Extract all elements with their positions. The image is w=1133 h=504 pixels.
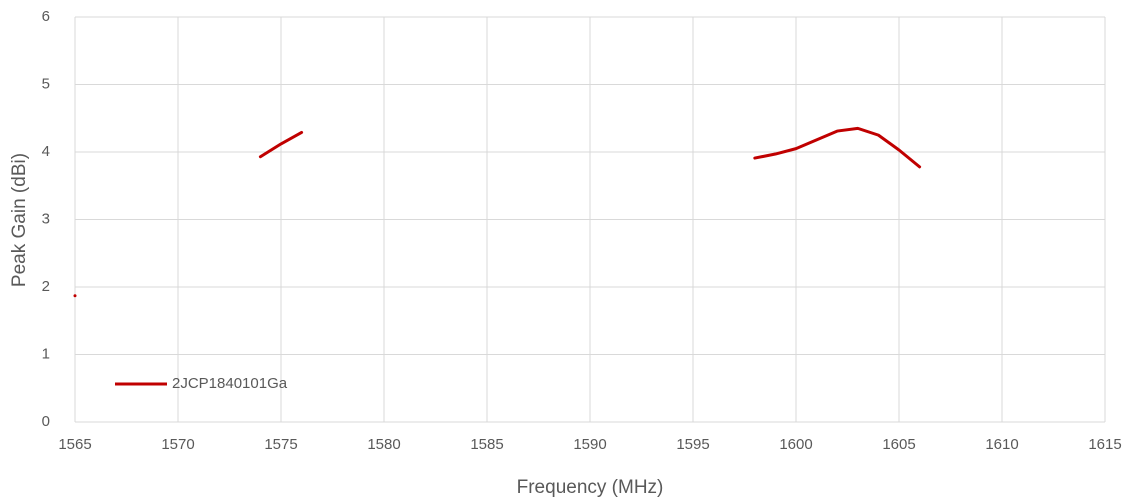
y-tick-label: 6: [42, 8, 50, 25]
x-axis-title: Frequency (MHz): [517, 477, 664, 498]
y-tick-label: 5: [42, 75, 50, 92]
x-tick-label: 1575: [264, 436, 297, 453]
x-tick-label: 1570: [161, 436, 194, 453]
x-tick-label: 1605: [882, 436, 915, 453]
x-tick-label: 1590: [573, 436, 606, 453]
legend-label: 2JCP1840101Ga: [172, 375, 288, 392]
x-tick-label: 1600: [779, 436, 812, 453]
y-tick-label: 0: [42, 413, 50, 430]
y-tick-label: 3: [42, 210, 50, 227]
y-axis-title: Peak Gain (dBi): [9, 153, 30, 287]
data-line: [73, 126, 922, 298]
x-tick-label: 1595: [676, 436, 709, 453]
x-tick-label: 1585: [470, 436, 503, 453]
x-tick-label: 1565: [58, 436, 91, 453]
x-tick-label: 1610: [985, 436, 1018, 453]
x-tick-label: 1580: [367, 436, 400, 453]
y-tick-label: 1: [42, 345, 50, 362]
y-tick-label: 4: [42, 143, 50, 160]
y-tick-label: 2: [42, 278, 50, 295]
x-tick-label: 1615: [1088, 436, 1121, 453]
